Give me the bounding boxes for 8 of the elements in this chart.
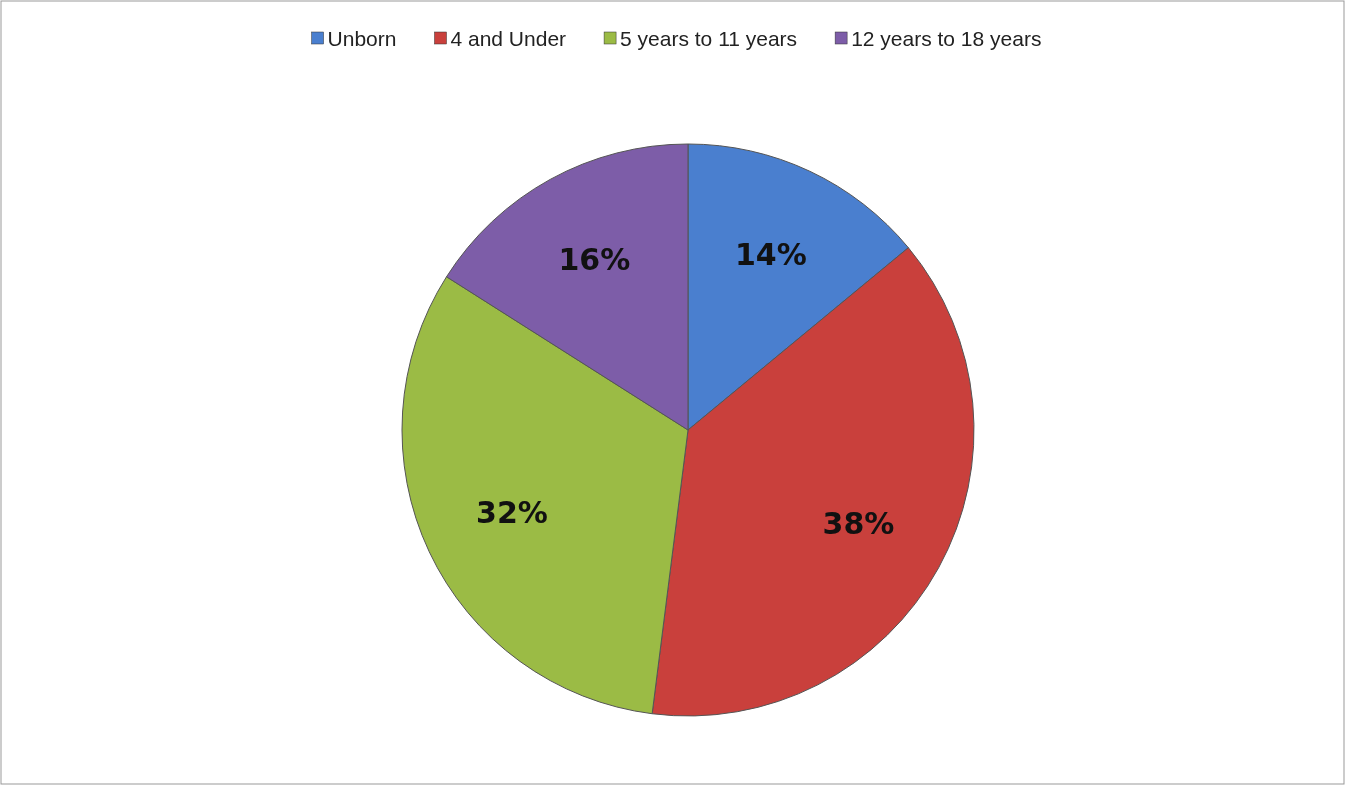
- legend-label: 5 years to 11 years: [620, 27, 798, 50]
- data-label: 16%: [558, 242, 631, 278]
- legend-label: 12 years to 18 years: [851, 27, 1042, 50]
- data-label: 14%: [734, 236, 807, 272]
- data-label: 38%: [822, 506, 895, 542]
- legend-label: 4 and Under: [450, 27, 567, 50]
- data-label: 32%: [476, 495, 548, 531]
- legend-label: Unborn: [327, 27, 397, 50]
